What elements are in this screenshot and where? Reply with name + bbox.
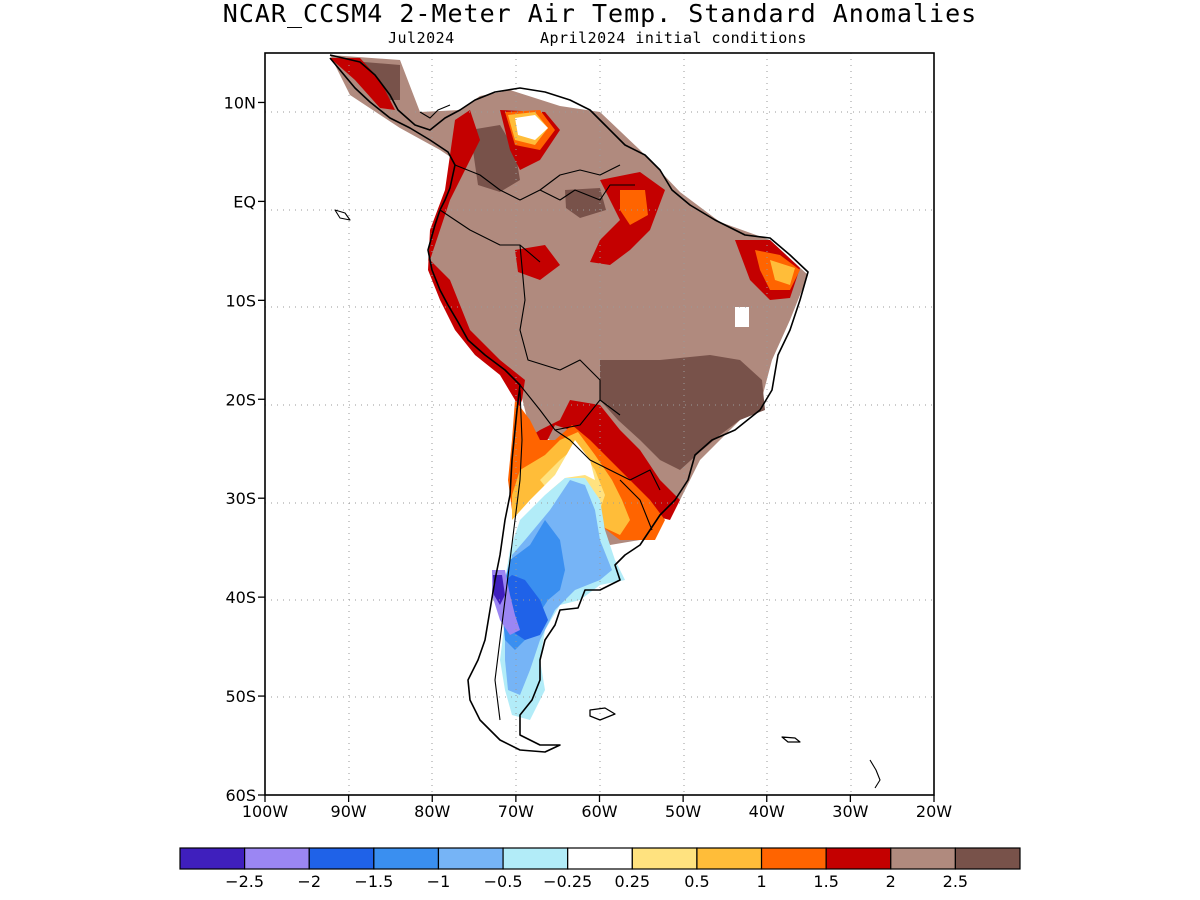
lat-tick-label: 30S (225, 489, 256, 508)
map-title: NCAR_CCSM4 2-Meter Air Temp. Standard An… (222, 0, 978, 28)
colorbar-swatch (179, 847, 246, 870)
lon-tick-label: 80W (414, 802, 450, 821)
lon-tick-label: 20W (916, 802, 952, 821)
lon-tick-label: 70W (498, 802, 534, 821)
forecast-month: Jul2024 (388, 29, 455, 47)
colorbar: −2.5 −2 −1.5 −1 −0.5 −0.25 0.25 0.5 1 1.5 2 2.5 (179, 847, 1021, 891)
colorbar-swatch (502, 847, 569, 870)
anomaly-region-1-to-1.5 (620, 190, 648, 225)
colorbar-label: 1.5 (813, 872, 838, 891)
anomaly-region-1.5-to-2 (515, 245, 560, 280)
colorbar-swatch (567, 847, 633, 870)
colorbar-label: −1 (427, 872, 451, 891)
lon-tick-label: 100W (242, 802, 289, 821)
colorbar-label: 1 (756, 872, 766, 891)
colorbar-swatch (696, 847, 763, 870)
colorbar-swatch (760, 847, 827, 870)
latitude-axis: 10N EQ 10S 20S 30S 40S 50S 60S (224, 93, 265, 805)
colorbar-label: 2 (886, 872, 896, 891)
colorbar-swatch (437, 847, 504, 870)
lat-tick-label: 60S (225, 786, 256, 805)
anomaly-field (330, 55, 808, 720)
anomaly-region-above-2.5 (470, 125, 520, 192)
anomaly-region-below-minus-2.5 (493, 575, 505, 605)
colorbar-label: −2.5 (225, 872, 264, 891)
colorbar-swatch (244, 847, 310, 870)
anomaly-region-near-zero (515, 115, 548, 140)
lat-tick-label: 40S (225, 588, 256, 607)
lat-tick-label: 10N (224, 93, 256, 112)
anomaly-region-0.5-to-1 (770, 260, 795, 285)
coastline (329, 54, 881, 789)
lon-tick-label: 90W (331, 802, 367, 821)
lon-tick-label: 60W (581, 802, 617, 821)
lat-tick-label: 50S (225, 687, 256, 706)
lat-tick-label: 20S (225, 390, 256, 409)
colorbar-label: 0.25 (614, 872, 650, 891)
colorbar-label: 0.5 (684, 872, 709, 891)
lat-tick-label: 10S (225, 291, 256, 310)
colorbar-label: −2 (297, 872, 321, 891)
lon-tick-label: 40W (749, 802, 785, 821)
colorbar-swatch (631, 847, 698, 870)
initial-conditions-label: April2024 initial conditions (540, 29, 807, 47)
colorbar-label: −1.5 (354, 872, 393, 891)
colorbar-swatch (373, 847, 440, 870)
anomaly-region-near-zero (735, 307, 749, 327)
colorbar-label: −0.5 (484, 872, 523, 891)
colorbar-swatch (890, 847, 956, 870)
colorbar-swatch (954, 847, 1021, 870)
anomaly-region-above-2.5 (600, 355, 765, 470)
colorbar-swatch (825, 847, 892, 870)
lat-tick-label: EQ (233, 192, 256, 211)
colorbar-swatch (308, 847, 375, 870)
colorbar-label: −0.25 (543, 872, 592, 891)
map-grid (265, 53, 934, 795)
colorbar-label: 2.5 (943, 872, 968, 891)
longitude-axis: 100W 90W 80W 70W 60W 50W 40W 30W 20W (242, 795, 952, 821)
lon-tick-label: 30W (832, 802, 868, 821)
lon-tick-label: 50W (665, 802, 701, 821)
anomaly-region-1.5-to-2 (330, 58, 395, 110)
